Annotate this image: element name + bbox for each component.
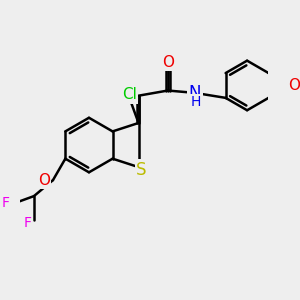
Text: O: O [288, 78, 300, 93]
Text: O: O [288, 78, 300, 93]
Text: F: F [23, 216, 32, 230]
Text: F: F [1, 196, 9, 210]
Text: H: H [191, 95, 201, 109]
Text: O: O [38, 173, 50, 188]
Text: O: O [162, 55, 174, 70]
Text: N: N [189, 84, 201, 102]
Text: Cl: Cl [122, 87, 136, 102]
Text: S: S [136, 160, 147, 178]
